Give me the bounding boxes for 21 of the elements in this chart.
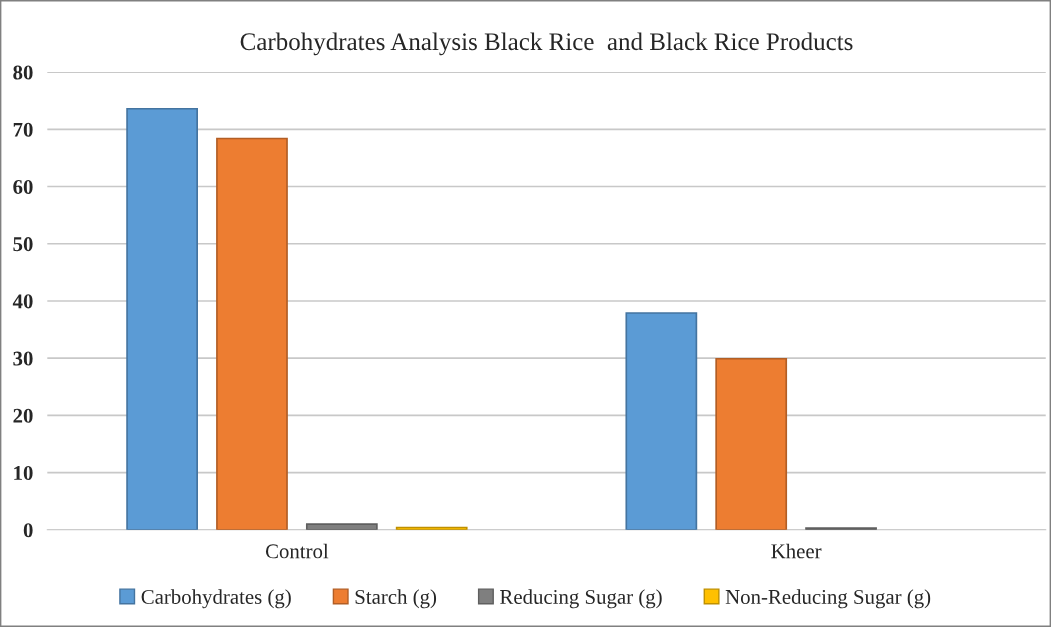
y-tick-label: 0 bbox=[23, 523, 33, 538]
x-tick-label: Control bbox=[265, 543, 329, 559]
y-tick-label: 50 bbox=[13, 237, 33, 252]
bar bbox=[715, 357, 788, 530]
bar bbox=[305, 523, 378, 530]
y-tick-label: 40 bbox=[12, 294, 33, 309]
legend-label: Carbohydrates (g) bbox=[141, 589, 291, 609]
legend-label: Starch (g) bbox=[355, 589, 437, 609]
y-tick-label: 20 bbox=[13, 408, 33, 423]
bar bbox=[625, 312, 698, 530]
bar bbox=[126, 107, 198, 530]
legend-label: Non-Reducing Sugar (g) bbox=[725, 589, 931, 609]
y-tick-label: 60 bbox=[13, 179, 33, 194]
legend-label: Reducing Sugar (g) bbox=[500, 589, 662, 609]
bar bbox=[216, 137, 288, 530]
y-tick-label: 70 bbox=[13, 122, 33, 137]
y-tick-label: 10 bbox=[14, 465, 33, 481]
x-tick-label: Kheer bbox=[771, 543, 822, 559]
chart-title: Carbohydrates Analysis Black Rice and Black Rice Products bbox=[240, 32, 853, 56]
y-tick-label: 80 bbox=[13, 65, 33, 80]
y-tick-label: 30 bbox=[13, 351, 33, 366]
